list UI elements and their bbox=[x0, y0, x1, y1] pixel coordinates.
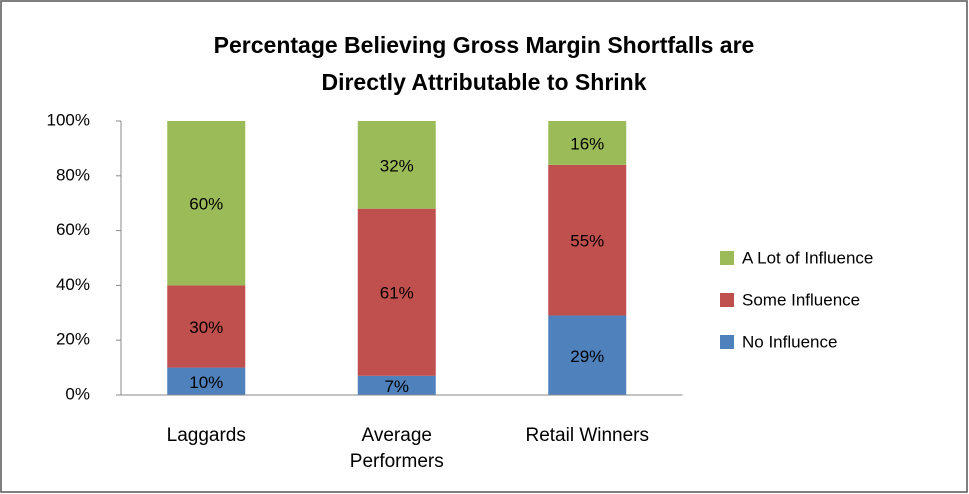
legend-swatch bbox=[720, 251, 734, 265]
chart-title: Percentage Believing Gross Margin Shortf… bbox=[214, 32, 755, 58]
y-tick-label: 80% bbox=[56, 165, 90, 184]
x-tick-label-box: Retail Winners bbox=[525, 425, 650, 446]
y-tick-label: 60% bbox=[56, 220, 90, 239]
legend-label: A Lot of Influence bbox=[742, 248, 873, 267]
y-tick-label: 20% bbox=[56, 330, 90, 349]
legend-swatch bbox=[720, 335, 734, 349]
x-tick-label: Average Performers bbox=[349, 425, 444, 472]
data-label: 7% bbox=[384, 377, 409, 396]
x-tick-label-box: Average Performers bbox=[349, 425, 444, 472]
x-tick-label: Laggards bbox=[166, 425, 246, 446]
bar-segment bbox=[357, 375, 436, 395]
data-label: 16% bbox=[570, 134, 604, 153]
x-tick-label-box: Laggards bbox=[166, 425, 246, 446]
data-label: 10% bbox=[189, 373, 223, 392]
data-label: 55% bbox=[570, 232, 604, 251]
bar-segment bbox=[167, 285, 246, 368]
bar-segment bbox=[167, 367, 246, 395]
data-label: 30% bbox=[189, 318, 223, 337]
legend-label: No Influence bbox=[742, 332, 837, 351]
bar-segment bbox=[167, 121, 246, 286]
legend-label: Some Influence bbox=[742, 290, 860, 309]
bar-segment bbox=[357, 121, 436, 209]
bar-segment bbox=[548, 164, 627, 316]
bar-segment bbox=[548, 315, 627, 395]
bar-segment bbox=[548, 121, 627, 165]
data-label: 61% bbox=[380, 284, 414, 303]
bar-segment bbox=[357, 208, 436, 376]
data-label: 32% bbox=[380, 156, 414, 175]
legend-swatch bbox=[720, 293, 734, 307]
y-tick-label: 40% bbox=[56, 275, 90, 294]
chart-title: Directly Attributable to Shrink bbox=[321, 69, 646, 95]
data-label: 60% bbox=[189, 195, 223, 214]
y-tick-label: 100% bbox=[47, 110, 90, 129]
x-tick-label: Retail Winners bbox=[525, 425, 650, 446]
data-label: 29% bbox=[570, 347, 604, 366]
y-tick-label: 0% bbox=[65, 384, 90, 403]
